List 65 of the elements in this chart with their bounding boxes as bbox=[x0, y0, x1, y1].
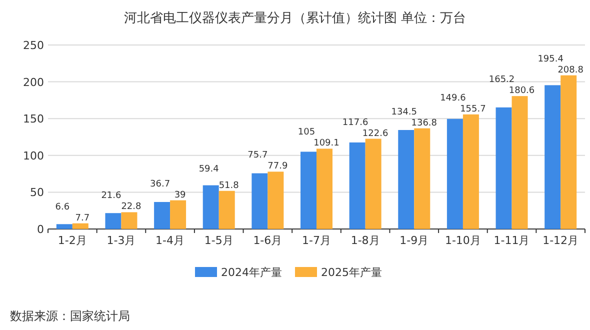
bar bbox=[252, 173, 268, 229]
data-label: 208.8 bbox=[558, 65, 584, 76]
bar bbox=[349, 142, 366, 229]
bar bbox=[105, 213, 122, 229]
bar bbox=[121, 212, 138, 229]
data-label: 22.8 bbox=[121, 202, 142, 212]
bar bbox=[154, 202, 170, 229]
bar bbox=[170, 200, 186, 229]
legend-label: 2024年产量 bbox=[221, 266, 282, 279]
data-label: 105 bbox=[298, 128, 316, 138]
bar bbox=[218, 190, 235, 229]
data-label: 122.6 bbox=[362, 128, 388, 139]
data-label: 39 bbox=[174, 190, 186, 200]
x-tick-label: 1-4月 bbox=[156, 234, 185, 247]
source-note: 数据来源：国家统计局 bbox=[10, 309, 130, 323]
y-tick-label: 250 bbox=[23, 39, 44, 52]
data-label: 109.1 bbox=[314, 138, 340, 149]
bar bbox=[268, 172, 284, 229]
bar bbox=[72, 223, 88, 229]
x-tick-label: 1-9月 bbox=[400, 234, 429, 247]
bar bbox=[560, 75, 577, 229]
data-label: 75.7 bbox=[248, 150, 268, 161]
legend-label: 2025年产量 bbox=[321, 266, 382, 279]
y-tick-label: 150 bbox=[23, 112, 44, 126]
data-label: 180.6 bbox=[508, 86, 535, 96]
y-tick-label: 100 bbox=[23, 149, 44, 162]
data-label: 117.6 bbox=[342, 118, 368, 128]
bar bbox=[56, 224, 72, 229]
y-tick-label: 50 bbox=[30, 186, 44, 200]
x-tick-label: 1-10月 bbox=[444, 234, 481, 247]
bar bbox=[398, 130, 414, 229]
bar bbox=[365, 138, 382, 229]
bar bbox=[300, 152, 316, 229]
x-tick-label: 1-6月 bbox=[253, 234, 282, 247]
bar bbox=[462, 114, 479, 229]
x-tick-label: 1-3月 bbox=[106, 234, 136, 247]
data-label: 134.5 bbox=[391, 107, 418, 118]
bar bbox=[544, 85, 561, 229]
x-tick-label: 1-11月 bbox=[494, 234, 530, 247]
bar bbox=[414, 128, 430, 229]
data-label: 36.7 bbox=[150, 179, 170, 190]
data-label: 59.4 bbox=[198, 164, 220, 174]
bar bbox=[496, 107, 512, 229]
data-label: 21.6 bbox=[101, 191, 122, 202]
data-label: 51.8 bbox=[218, 180, 240, 191]
data-label: 77.9 bbox=[268, 162, 288, 172]
data-label: 155.7 bbox=[460, 104, 486, 114]
x-tick-label: 1-8月 bbox=[350, 234, 380, 247]
data-label: 7.7 bbox=[75, 213, 90, 224]
bar bbox=[512, 96, 528, 229]
y-tick-label: 200 bbox=[23, 76, 44, 89]
x-tick-label: 1-7月 bbox=[302, 234, 331, 247]
bar bbox=[446, 118, 463, 229]
x-tick-label: 1-12月 bbox=[542, 234, 579, 247]
data-label: 195.4 bbox=[538, 54, 564, 64]
data-label: 149.6 bbox=[440, 93, 466, 104]
bar bbox=[202, 185, 219, 229]
chart-title: 河北省电工仪器仪表产量分月（累计值）统计图 单位：万台 bbox=[124, 11, 466, 26]
x-tick-label: 1-5月 bbox=[204, 234, 234, 247]
data-label: 136.8 bbox=[411, 118, 438, 128]
data-label: 165.2 bbox=[488, 75, 515, 86]
x-tick-label: 1-2月 bbox=[58, 234, 87, 247]
data-label: 6.6 bbox=[55, 202, 70, 212]
bar bbox=[316, 148, 332, 229]
y-tick-label: 0 bbox=[37, 223, 44, 236]
